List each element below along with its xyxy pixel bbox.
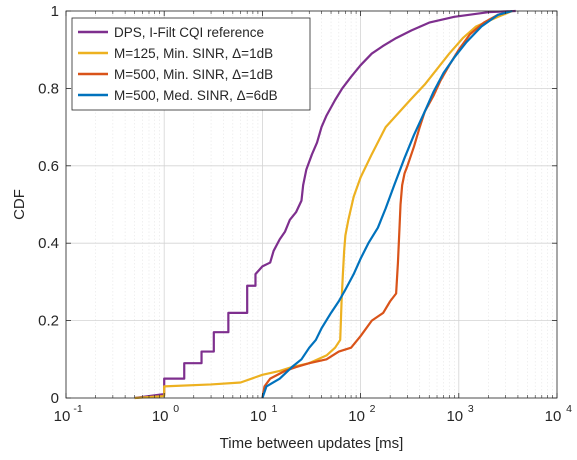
legend-entry: M=500, Min. SINR, Δ=1dB: [114, 67, 273, 82]
series-line-1: [134, 9, 516, 400]
x-tick-label: 10: [348, 408, 365, 425]
y-tick-label: 0.2: [38, 313, 59, 330]
series-lines: [134, 9, 516, 400]
x-tick-label: 10: [250, 408, 267, 425]
y-tick-label: 0: [51, 390, 59, 407]
x-tick-label-exponent: 1: [271, 403, 277, 415]
x-tick-label: 10: [152, 408, 169, 425]
legend-box: [71, 17, 311, 111]
x-tick-label: 10: [545, 408, 562, 425]
legend-entry: M=500, Med. SINR, Δ=6dB: [114, 88, 278, 103]
y-tick-label: 1: [51, 3, 59, 20]
x-tick-label-exponent: 4: [566, 403, 572, 415]
x-tick-label-exponent: 0: [173, 403, 179, 415]
legend-entry: DPS, I-Filt CQI reference: [114, 25, 264, 40]
x-tick-label-exponent: 2: [370, 403, 376, 415]
x-tick-label-exponent: -1: [73, 403, 82, 415]
legend-entry: M=125, Min. SINR, Δ=1dB: [114, 46, 273, 61]
x-tick-label-exponent: 3: [468, 403, 474, 415]
x-axis-label: Time between updates [ms]: [220, 435, 404, 452]
series-line-4: [261, 9, 513, 399]
x-tick-label: 10: [446, 408, 463, 425]
ticks: 10 -1 10 0 10 1 10 2 10 3 10 400.20.40.60.81: [38, 3, 572, 425]
x-tick-label: 10: [54, 408, 71, 425]
y-axis-label: CDF: [11, 189, 28, 220]
legend: DPS, I-Filt CQI reference M=125, Min. SIN…: [71, 17, 311, 111]
y-tick-label: 0.6: [38, 158, 59, 175]
series-line-2: [134, 9, 513, 400]
plot-frame: [65, 10, 558, 399]
y-tick-label: 0.4: [38, 235, 59, 252]
y-tick-label: 0.8: [38, 80, 59, 97]
